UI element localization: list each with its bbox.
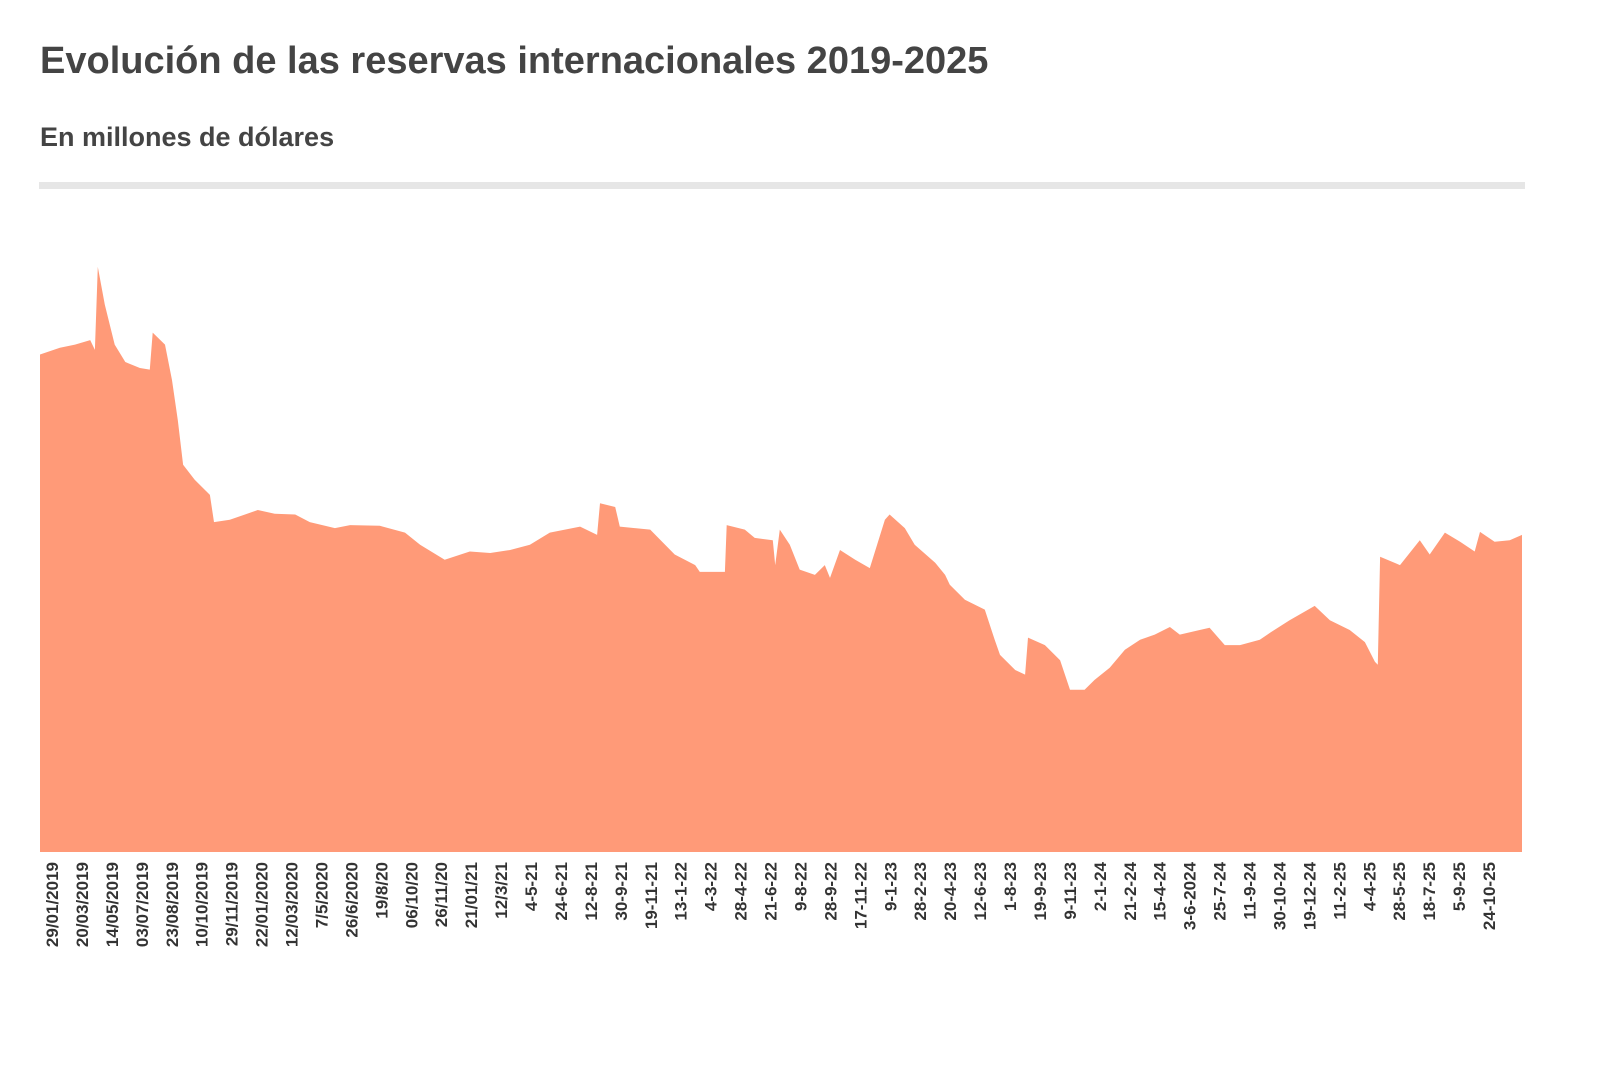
x-tick-label: 11-9-24 [1241, 861, 1260, 919]
reserves-area [40, 266, 1522, 852]
x-tick-label: 9-8-22 [791, 862, 810, 911]
x-tick-label: 19-11-21 [642, 862, 661, 929]
x-tick-label: 4-4-25 [1360, 862, 1379, 911]
x-tick-label: 5-9-25 [1450, 862, 1469, 911]
x-tick-label: 10/10/2019 [193, 862, 212, 947]
x-tick-label: 17-11-22 [851, 862, 870, 929]
x-tick-label: 15-4-24 [1151, 861, 1170, 920]
x-tick-label: 30-10-24 [1270, 861, 1289, 930]
chart-title: Evolución de las reservas internacionale… [40, 40, 989, 82]
x-tick-label: 2-1-24 [1091, 861, 1110, 911]
x-tick-label: 23/08/2019 [163, 862, 182, 947]
x-tick-label: 21-2-24 [1121, 861, 1140, 920]
x-tick-label: 21-6-22 [762, 862, 781, 921]
x-tick-label: 19-12-24 [1300, 861, 1319, 930]
x-tick-label: 7/5/2020 [312, 862, 331, 928]
x-tick-label: 4-5-21 [522, 862, 541, 911]
x-tick-label: 12/3/21 [492, 862, 511, 919]
x-tick-label: 1-8-23 [1001, 862, 1020, 911]
x-tick-label: 03/07/2019 [133, 862, 152, 947]
x-axis-ticks: 29/01/2019 20/03/2019 14/05/2019 03/07/2019… [43, 861, 1499, 947]
x-tick-label: 12-6-23 [971, 862, 990, 921]
x-tick-label: 9-1-23 [881, 862, 900, 911]
x-tick-label: 20/03/2019 [73, 862, 92, 947]
x-tick-label: 9-11-23 [1061, 862, 1080, 920]
chart-subtitle: En millones de dólares [40, 122, 335, 152]
x-tick-label: 12-8-21 [582, 862, 601, 921]
x-tick-label: 24-6-21 [552, 862, 571, 921]
header-divider [39, 182, 1525, 189]
x-tick-label: 11-2-25 [1330, 862, 1349, 920]
x-tick-label: 19-9-23 [1031, 862, 1050, 921]
x-tick-label: 28-2-23 [911, 862, 930, 921]
x-tick-label: 06/10/20 [402, 862, 421, 928]
area-layer [40, 266, 1522, 852]
x-tick-label: 14/05/2019 [103, 862, 122, 947]
x-tick-label: 12/03/2020 [283, 862, 302, 947]
x-tick-label: 13-1-22 [672, 862, 691, 921]
x-tick-label: 18-7-25 [1420, 862, 1439, 921]
x-tick-label: 25-7-24 [1211, 861, 1230, 920]
x-tick-label: 26/11/20 [432, 862, 451, 927]
x-tick-label: 19/8/20 [372, 862, 391, 919]
x-tick-label: 4-3-22 [702, 862, 721, 911]
x-tick-label: 28-5-25 [1390, 862, 1409, 921]
x-tick-label: 21/01/21 [462, 862, 481, 928]
x-tick-label: 26/6/2020 [342, 862, 361, 938]
x-tick-label: 30-9-21 [612, 862, 631, 921]
x-tick-label: 28-9-22 [821, 862, 840, 921]
x-tick-label: 20-4-23 [941, 862, 960, 921]
x-tick-label: 29/11/2019 [223, 862, 242, 946]
x-tick-label: 3-6-2024 [1181, 861, 1200, 930]
x-tick-label: 24-10-25 [1480, 862, 1499, 930]
x-tick-label: 29/01/2019 [43, 862, 62, 947]
x-tick-label: 28-4-22 [732, 862, 751, 921]
x-tick-label: 22/01/2020 [253, 862, 272, 947]
